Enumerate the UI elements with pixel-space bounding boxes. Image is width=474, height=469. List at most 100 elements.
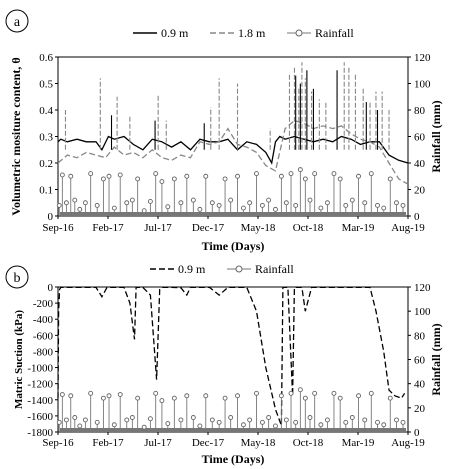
rainfall-point xyxy=(171,395,177,401)
rainfall-point xyxy=(72,415,78,420)
chart-panel-a: a 0 0.1 0.2 0.3 0.4 0.5 0.6 0 20 40 60 80 100 120 Sep-1… xyxy=(5,9,443,253)
x-tick-label: May-18 xyxy=(241,437,276,449)
rainfall-point xyxy=(278,393,284,399)
rainfall-point xyxy=(375,202,380,208)
rainfall-point xyxy=(247,200,253,206)
x-tick-label: Aug-19 xyxy=(391,222,425,234)
y-tick-label: -1600 xyxy=(27,411,53,423)
rainfall-point xyxy=(209,417,215,423)
x-tick-label: May-18 xyxy=(241,222,276,234)
x-tick-label: Dec-17 xyxy=(192,222,225,234)
legend-marker xyxy=(235,265,243,273)
rainfall-point xyxy=(381,205,387,211)
rainfall-point xyxy=(171,176,177,182)
x-tick-label: Jul-17 xyxy=(144,222,172,234)
rainfall-point xyxy=(254,390,259,396)
rainfall-point xyxy=(302,395,308,401)
y2-tick-label: 20 xyxy=(414,403,426,415)
legend-label: Rainfall xyxy=(315,26,354,40)
chart-panel-b: b -1800 -1600 -1400 -1200 -1000 -800 -600 -400 -2… xyxy=(5,262,443,466)
legend-label: 0.9 m xyxy=(178,262,206,276)
y2-tick-label: 80 xyxy=(414,105,426,117)
y-tick-label: 0.6 xyxy=(39,52,53,64)
rainfall-point xyxy=(153,390,159,396)
legend: 0.9 m Rainfall xyxy=(150,262,294,276)
y2-tick-label: 20 xyxy=(414,185,426,197)
y-tick-label: 0.1 xyxy=(39,185,53,197)
plot-frame xyxy=(57,286,409,433)
x-tick-label: Sep-16 xyxy=(42,222,74,234)
rainfall-point xyxy=(362,200,368,206)
rainfall-point xyxy=(56,419,62,425)
y-tick-label: 0 xyxy=(48,211,54,223)
rainfall-point xyxy=(318,422,324,428)
y2-axis-label: Rainfall (mm) xyxy=(429,100,443,172)
rainfall-point xyxy=(368,171,374,177)
y2-tick-label: 0 xyxy=(414,427,420,439)
rainfall-point xyxy=(394,200,399,206)
rainfall-point xyxy=(222,395,228,401)
rainfall-point xyxy=(56,202,62,208)
rainfall-point xyxy=(100,395,106,401)
rainfall-point xyxy=(337,176,343,182)
rainfall-point xyxy=(106,393,112,399)
x-tick-label: Oct-18 xyxy=(293,222,324,234)
y-tick-label: -600 xyxy=(33,330,54,342)
rainfall-point xyxy=(288,171,294,177)
rainfall-point xyxy=(331,171,337,177)
rainfall-point xyxy=(117,172,123,178)
rainfall-point xyxy=(184,393,190,399)
rainfall-point xyxy=(100,176,106,182)
rainfall-point xyxy=(178,200,184,206)
y2-tick-label: 120 xyxy=(414,282,431,294)
rainfall-point xyxy=(343,419,349,425)
rainfall-point xyxy=(135,176,141,182)
series-0-9-m-spikes xyxy=(110,70,379,150)
rainfall-point xyxy=(362,417,368,423)
rainfall-point xyxy=(324,417,330,423)
rainfall-point xyxy=(318,205,324,211)
rainfall-point xyxy=(129,415,135,420)
y-tick-label: 0 xyxy=(48,282,54,294)
series-line xyxy=(57,135,409,165)
y2-tick-label: 100 xyxy=(414,79,431,91)
rainfall-point xyxy=(153,171,159,177)
y-tick-label: -800 xyxy=(33,346,54,358)
rainfall-point xyxy=(216,419,222,425)
y-tick-label: 0.3 xyxy=(39,132,53,144)
y-tick-label: -400 xyxy=(33,314,54,326)
rainfall-point xyxy=(228,197,234,203)
rainfall-point xyxy=(190,415,196,420)
y2-tick-label: 60 xyxy=(414,355,426,367)
rainfall-point xyxy=(283,417,289,423)
series-0-9-m xyxy=(57,135,409,165)
rainfall-point xyxy=(111,205,117,211)
x-tick-label: Jul-17 xyxy=(144,437,172,449)
rainfall-point xyxy=(235,173,240,179)
rainfall-point xyxy=(240,205,246,211)
rainfall-point xyxy=(387,395,393,401)
x-axis-label: Time (Days) xyxy=(202,452,265,466)
rainfall-point xyxy=(165,204,171,210)
rainfall-point xyxy=(222,176,228,182)
x-tick-label: Feb-17 xyxy=(92,437,124,449)
legend: 0.9 m 1.8 m Rainfall xyxy=(133,26,354,40)
rainfall-point xyxy=(312,171,318,177)
series-line xyxy=(57,286,406,426)
rainfall-point xyxy=(147,416,153,422)
series-line xyxy=(57,119,409,185)
panel-tag-circle xyxy=(5,9,29,33)
rainfall-point xyxy=(307,415,313,420)
rainfall-point xyxy=(343,202,349,208)
rainfall-point xyxy=(106,173,112,179)
rainfall-point xyxy=(165,421,171,426)
y-tick-label: 0.4 xyxy=(39,105,53,117)
rainfall-point xyxy=(381,422,387,428)
rainfall-point xyxy=(394,417,399,423)
rainfall-point xyxy=(297,387,303,393)
rainfall-point xyxy=(368,390,374,396)
rainfall-point xyxy=(159,179,165,185)
rainfall-point xyxy=(349,415,355,420)
x-tick-label: Mar-19 xyxy=(342,222,375,234)
rainfall-point xyxy=(307,197,313,203)
